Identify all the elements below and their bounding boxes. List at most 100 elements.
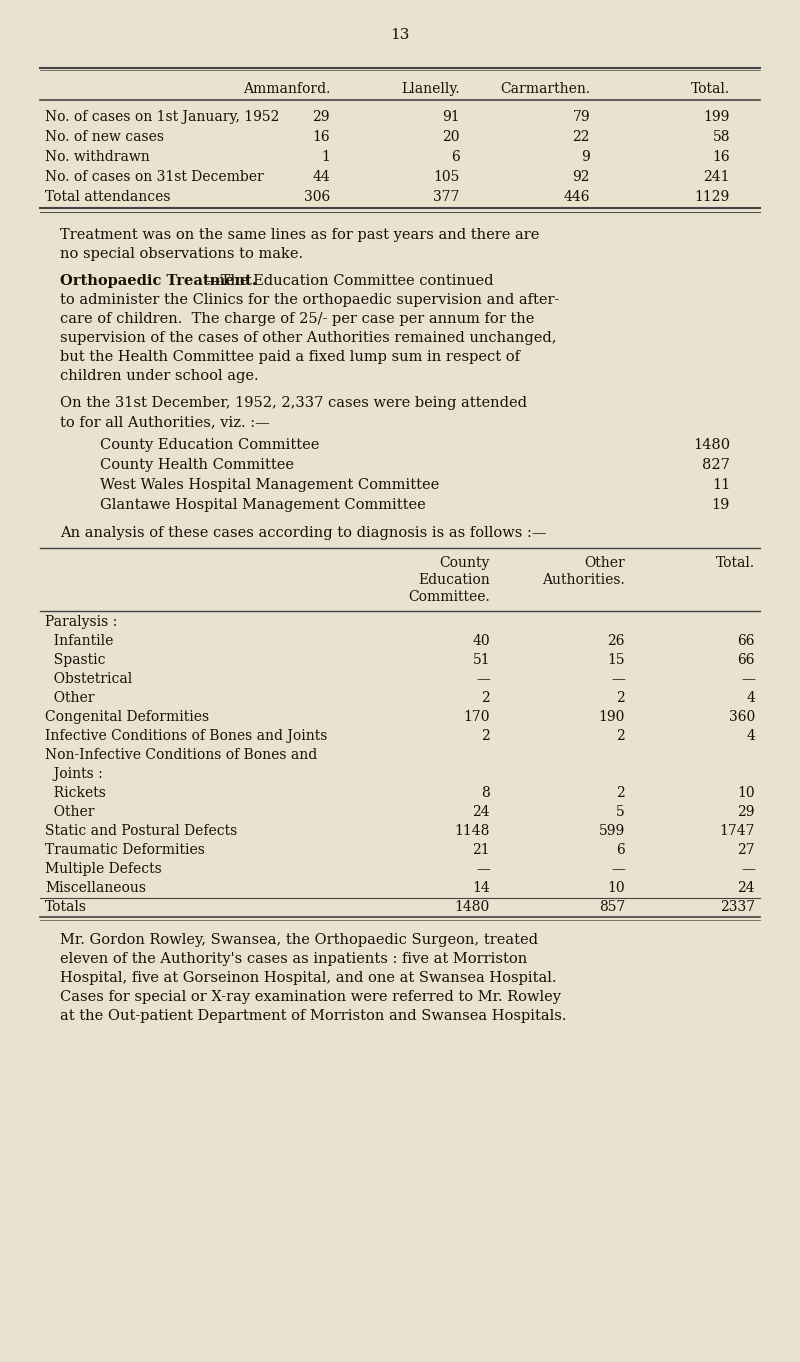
Text: 27: 27 xyxy=(738,843,755,857)
Text: No. of cases on 1st January, 1952: No. of cases on 1st January, 1952 xyxy=(45,110,279,124)
Text: 1148: 1148 xyxy=(454,824,490,838)
Text: children under school age.: children under school age. xyxy=(60,369,258,383)
Text: 857: 857 xyxy=(598,900,625,914)
Text: Static and Postural Defects: Static and Postural Defects xyxy=(45,824,238,838)
Text: 24: 24 xyxy=(738,881,755,895)
Text: 199: 199 xyxy=(704,110,730,124)
Text: 29: 29 xyxy=(313,110,330,124)
Text: 40: 40 xyxy=(472,633,490,648)
Text: 1: 1 xyxy=(321,150,330,163)
Text: Orthopaedic Treatment.: Orthopaedic Treatment. xyxy=(60,274,257,287)
Text: —: — xyxy=(741,862,755,876)
Text: Rickets: Rickets xyxy=(45,786,106,799)
Text: 1129: 1129 xyxy=(694,191,730,204)
Text: Spastic: Spastic xyxy=(45,652,106,667)
Text: On the 31st December, 1952, 2,337 cases were being attended: On the 31st December, 1952, 2,337 cases … xyxy=(60,396,527,410)
Text: 4: 4 xyxy=(746,729,755,744)
Text: 16: 16 xyxy=(312,129,330,144)
Text: 306: 306 xyxy=(304,191,330,204)
Text: 6: 6 xyxy=(451,150,460,163)
Text: —: — xyxy=(611,862,625,876)
Text: 21: 21 xyxy=(472,843,490,857)
Text: 377: 377 xyxy=(434,191,460,204)
Text: 2: 2 xyxy=(616,729,625,744)
Text: 13: 13 xyxy=(390,29,410,42)
Text: 44: 44 xyxy=(312,170,330,184)
Text: —: — xyxy=(741,671,755,686)
Text: 170: 170 xyxy=(463,710,490,725)
Text: 1480: 1480 xyxy=(454,900,490,914)
Text: 16: 16 xyxy=(712,150,730,163)
Text: 105: 105 xyxy=(434,170,460,184)
Text: Committee.: Committee. xyxy=(408,590,490,603)
Text: Totals: Totals xyxy=(45,900,87,914)
Text: Non-Infective Conditions of Bones and: Non-Infective Conditions of Bones and xyxy=(45,748,318,761)
Text: No. of cases on 31st December: No. of cases on 31st December xyxy=(45,170,264,184)
Text: —: — xyxy=(476,862,490,876)
Text: Treatment was on the same lines as for past years and there are: Treatment was on the same lines as for p… xyxy=(60,227,539,242)
Text: 24: 24 xyxy=(472,805,490,819)
Text: 10: 10 xyxy=(607,881,625,895)
Text: but the Health Committee paid a fixed lump sum in respect of: but the Health Committee paid a fixed lu… xyxy=(60,350,520,364)
Text: 14: 14 xyxy=(472,881,490,895)
Text: Congenital Deformities: Congenital Deformities xyxy=(45,710,209,725)
Text: 10: 10 xyxy=(738,786,755,799)
Text: 15: 15 xyxy=(607,652,625,667)
Text: County: County xyxy=(440,556,490,571)
Text: supervision of the cases of other Authorities remained unchanged,: supervision of the cases of other Author… xyxy=(60,331,557,345)
Text: 1747: 1747 xyxy=(719,824,755,838)
Text: Paralysis :: Paralysis : xyxy=(45,616,118,629)
Text: no special observations to make.: no special observations to make. xyxy=(60,247,303,262)
Text: No. withdrawn: No. withdrawn xyxy=(45,150,150,163)
Text: Total.: Total. xyxy=(691,82,730,95)
Text: County Health Committee: County Health Committee xyxy=(100,458,294,473)
Text: to administer the Clinics for the orthopaedic supervision and after-: to administer the Clinics for the orthop… xyxy=(60,293,559,306)
Text: 58: 58 xyxy=(713,129,730,144)
Text: —: — xyxy=(476,671,490,686)
Text: An analysis of these cases according to diagnosis is as follows :—: An analysis of these cases according to … xyxy=(60,526,546,539)
Text: Other: Other xyxy=(45,805,94,819)
Text: —: — xyxy=(611,671,625,686)
Text: care of children.  The charge of 25/- per case per annum for the: care of children. The charge of 25/- per… xyxy=(60,312,534,326)
Text: Llanelly.: Llanelly. xyxy=(402,82,460,95)
Text: Joints :: Joints : xyxy=(45,767,102,780)
Text: 5: 5 xyxy=(616,805,625,819)
Text: 827: 827 xyxy=(702,458,730,473)
Text: 92: 92 xyxy=(573,170,590,184)
Text: Cases for special or X-ray examination were referred to Mr. Rowley: Cases for special or X-ray examination w… xyxy=(60,990,561,1004)
Text: Hospital, five at Gorseinon Hospital, and one at Swansea Hospital.: Hospital, five at Gorseinon Hospital, an… xyxy=(60,971,557,985)
Text: 241: 241 xyxy=(703,170,730,184)
Text: 2337: 2337 xyxy=(720,900,755,914)
Text: Other: Other xyxy=(584,556,625,571)
Text: County Education Committee: County Education Committee xyxy=(100,439,319,452)
Text: Infantile: Infantile xyxy=(45,633,114,648)
Text: Traumatic Deformities: Traumatic Deformities xyxy=(45,843,205,857)
Text: 599: 599 xyxy=(598,824,625,838)
Text: 51: 51 xyxy=(472,652,490,667)
Text: eleven of the Authority's cases as inpatients : five at Morriston: eleven of the Authority's cases as inpat… xyxy=(60,952,527,966)
Text: Glantawe Hospital Management Committee: Glantawe Hospital Management Committee xyxy=(100,498,426,512)
Text: 29: 29 xyxy=(738,805,755,819)
Text: Multiple Defects: Multiple Defects xyxy=(45,862,162,876)
Text: 2: 2 xyxy=(482,729,490,744)
Text: 6: 6 xyxy=(616,843,625,857)
Text: Ammanford.: Ammanford. xyxy=(242,82,330,95)
Text: Total.: Total. xyxy=(716,556,755,571)
Text: Authorities.: Authorities. xyxy=(542,573,625,587)
Text: Carmarthen.: Carmarthen. xyxy=(500,82,590,95)
Text: 8: 8 xyxy=(482,786,490,799)
Text: 446: 446 xyxy=(563,191,590,204)
Text: 26: 26 xyxy=(607,633,625,648)
Text: No. of new cases: No. of new cases xyxy=(45,129,164,144)
Text: to for all Authorities, viz. :—: to for all Authorities, viz. :— xyxy=(60,415,270,429)
Text: 22: 22 xyxy=(573,129,590,144)
Text: 66: 66 xyxy=(738,652,755,667)
Text: 11: 11 xyxy=(712,478,730,492)
Text: 9: 9 xyxy=(582,150,590,163)
Text: 4: 4 xyxy=(746,691,755,706)
Text: Infective Conditions of Bones and Joints: Infective Conditions of Bones and Joints xyxy=(45,729,327,744)
Text: at the Out-patient Department of Morriston and Swansea Hospitals.: at the Out-patient Department of Morrist… xyxy=(60,1009,566,1023)
Text: 190: 190 xyxy=(598,710,625,725)
Text: Other: Other xyxy=(45,691,94,706)
Text: Obstetrical: Obstetrical xyxy=(45,671,132,686)
